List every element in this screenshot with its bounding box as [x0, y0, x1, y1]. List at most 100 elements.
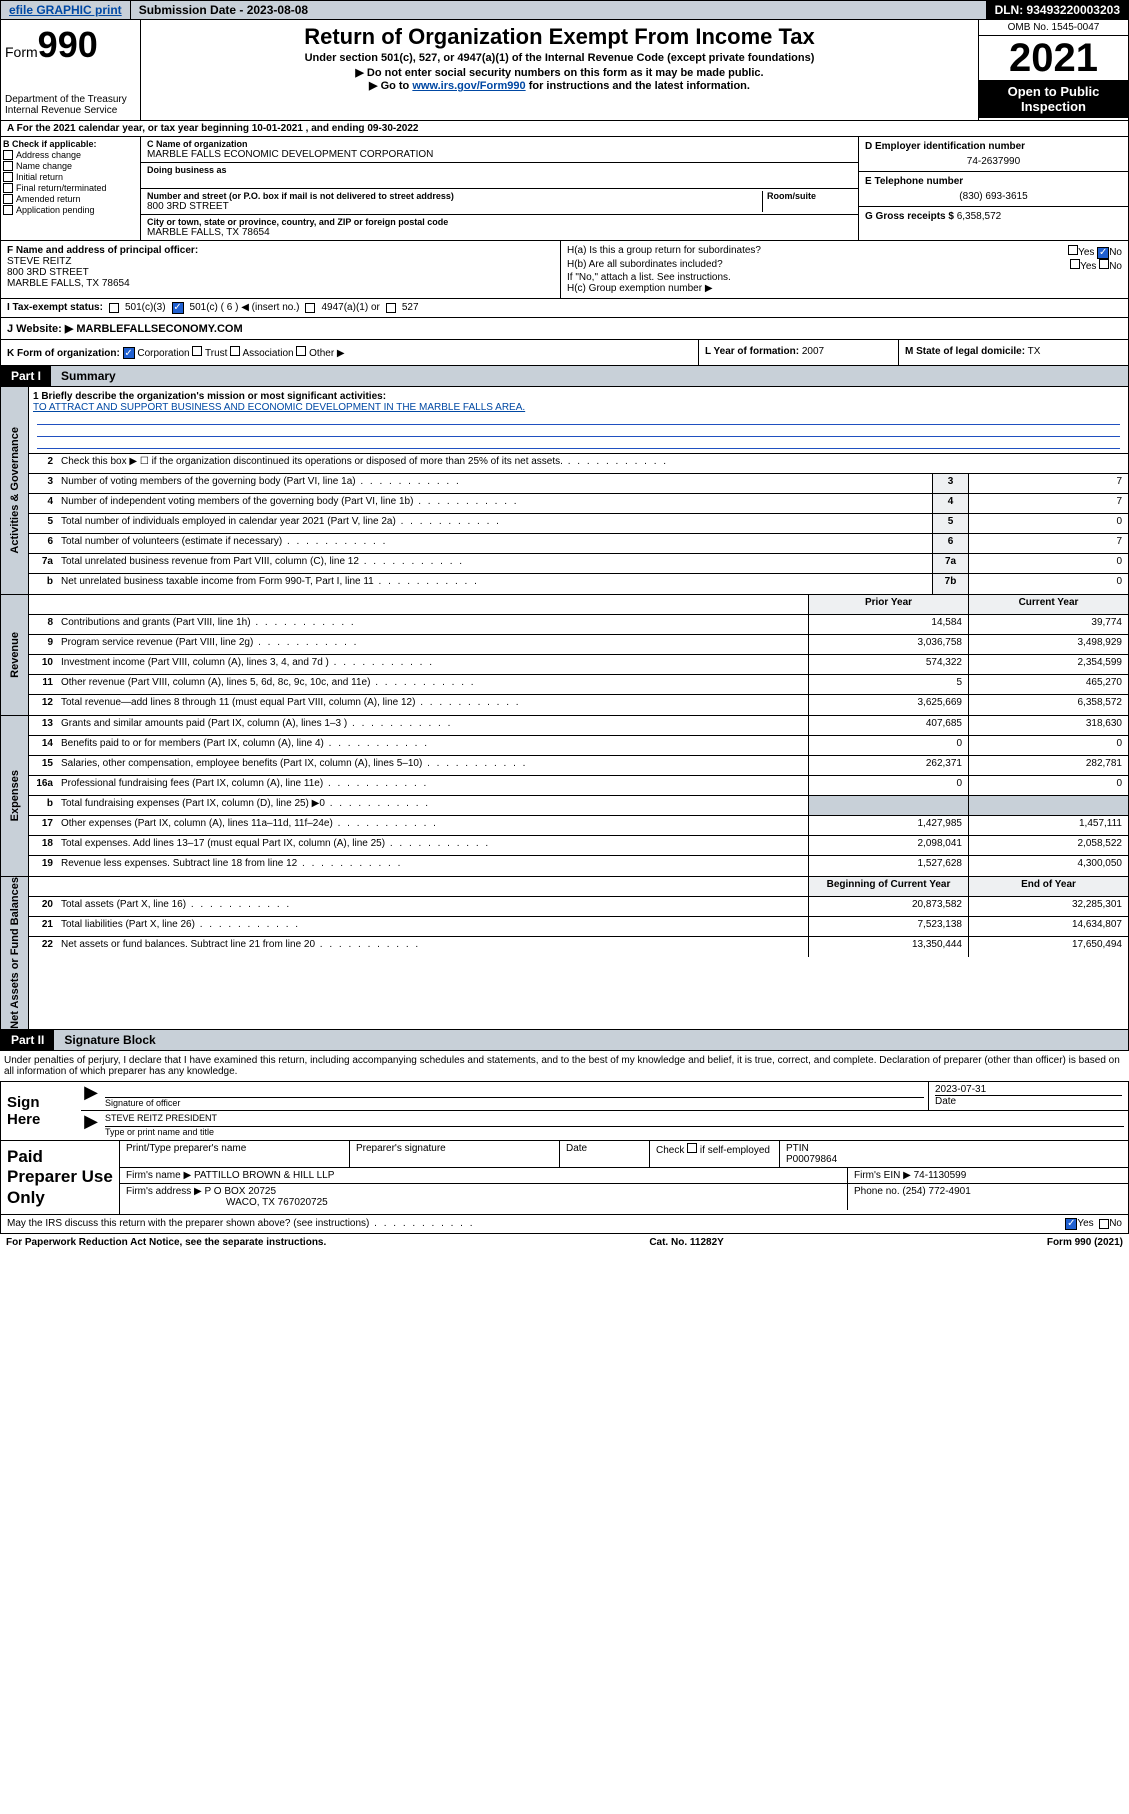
table-row: 21Total liabilities (Part X, line 26)7,5…	[29, 917, 1128, 937]
sign-here-label: Sign Here	[1, 1082, 81, 1140]
hb-note: If "No," attach a list. See instructions…	[567, 272, 1122, 283]
chk-trust[interactable]	[192, 346, 202, 356]
chk-501c[interactable]: ✓	[172, 302, 184, 314]
ssn-note: ▶ Do not enter social security numbers o…	[145, 66, 974, 79]
table-row: bNet unrelated business taxable income f…	[29, 574, 1128, 594]
tax-period: A For the 2021 calendar year, or tax yea…	[0, 121, 1129, 137]
mission-question: 1 Briefly describe the organization's mi…	[33, 391, 1124, 402]
footer-last: For Paperwork Reduction Act Notice, see …	[0, 1234, 1129, 1251]
chk-application-pending[interactable]: Application pending	[3, 205, 138, 215]
mission-answer: TO ATTRACT AND SUPPORT BUSINESS AND ECON…	[33, 402, 1124, 413]
sign-block: Sign Here ▶ Signature of officer 2023-07…	[0, 1082, 1129, 1141]
expenses-section: Expenses 13Grants and similar amounts pa…	[0, 716, 1129, 877]
chk-address-change[interactable]: Address change	[3, 150, 138, 160]
ptin-value: P00079864	[786, 1154, 1122, 1165]
form-subtitle: Under section 501(c), 527, or 4947(a)(1)…	[145, 52, 974, 64]
signer-name-label: Type or print name and title	[105, 1127, 1124, 1137]
instructions-link[interactable]: www.irs.gov/Form990	[412, 80, 525, 92]
officer-label: F Name and address of principal officer:	[7, 245, 554, 256]
netassets-tab: Net Assets or Fund Balances	[9, 877, 21, 1029]
chk-amended-return[interactable]: Amended return	[3, 194, 138, 204]
form-number: Form990	[5, 24, 136, 66]
instructions-note: ▶ Go to www.irs.gov/Form990 for instruct…	[145, 79, 974, 92]
prior-year-header: Prior Year	[808, 595, 968, 614]
firm-ein: 74-1130599	[914, 1170, 967, 1181]
expenses-tab: Expenses	[9, 770, 21, 821]
chk-501c3[interactable]	[109, 303, 119, 313]
officer-name: STEVE REITZ	[7, 256, 554, 267]
arrow-icon: ▶	[81, 1111, 101, 1139]
public-inspection-badge: Open to Public Inspection	[979, 80, 1128, 118]
table-row: 8Contributions and grants (Part VIII, li…	[29, 615, 1128, 635]
chk-4947[interactable]	[305, 303, 315, 313]
officer-addr2: MARBLE FALLS, TX 78654	[7, 278, 554, 289]
ptin-label: PTIN	[786, 1143, 1122, 1154]
table-row: 4Number of independent voting members of…	[29, 494, 1128, 514]
current-year-header: Current Year	[968, 595, 1128, 614]
officer-addr1: 800 3RD STREET	[7, 267, 554, 278]
form-title: Return of Organization Exempt From Incom…	[145, 24, 974, 50]
chk-name-change[interactable]: Name change	[3, 161, 138, 171]
date-label: Date	[935, 1095, 1122, 1107]
table-row: 12Total revenue—add lines 8 through 11 (…	[29, 695, 1128, 715]
table-row: 11Other revenue (Part VIII, column (A), …	[29, 675, 1128, 695]
arrow-icon: ▶	[81, 1082, 101, 1110]
firm-addr2: WACO, TX 767020725	[226, 1197, 328, 1208]
table-row: 20Total assets (Part X, line 16)20,873,5…	[29, 897, 1128, 917]
table-row: 7aTotal unrelated business revenue from …	[29, 554, 1128, 574]
gross-receipts-value: 6,358,572	[957, 211, 1002, 222]
table-row: 17Other expenses (Part IX, column (A), l…	[29, 816, 1128, 836]
preparer-block: Paid Preparer Use Only Print/Type prepar…	[0, 1141, 1129, 1215]
part1-header: Part I Summary	[0, 366, 1129, 387]
address-label: Number and street (or P.O. box if mail i…	[147, 191, 762, 201]
chk-527[interactable]	[386, 303, 396, 313]
form-footer: Form 990 (2021)	[1047, 1237, 1123, 1248]
ha-label: H(a) Is this a group return for subordin…	[567, 245, 761, 259]
hb-label: H(b) Are all subordinates included?	[567, 259, 723, 272]
chk-assoc[interactable]	[230, 346, 240, 356]
governance-section: Activities & Governance 1 Briefly descri…	[0, 387, 1129, 595]
netassets-section: Net Assets or Fund Balances Beginning of…	[0, 877, 1129, 1030]
firm-phone: (254) 772-4901	[902, 1186, 970, 1197]
chk-other[interactable]	[296, 346, 306, 356]
table-row: 10Investment income (Part VIII, column (…	[29, 655, 1128, 675]
org-city: MARBLE FALLS, TX 78654	[147, 227, 852, 238]
gross-receipts-label: G Gross receipts $	[865, 211, 954, 222]
state-domicile: TX	[1028, 346, 1041, 357]
hb-answer: Yes No	[1070, 259, 1122, 272]
phone-value: (830) 693-3615	[865, 191, 1122, 202]
hc-label: H(c) Group exemption number ▶	[567, 283, 1122, 294]
firm-name: PATTILLO BROWN & HILL LLP	[194, 1170, 334, 1181]
chk-discuss-yes[interactable]: ✓	[1065, 1218, 1077, 1230]
table-row: 16aProfessional fundraising fees (Part I…	[29, 776, 1128, 796]
submission-date: Submission Date - 2023-08-08	[131, 1, 987, 19]
chk-final-return[interactable]: Final return/terminated	[3, 183, 138, 193]
sign-date: 2023-07-31	[935, 1084, 1122, 1095]
chk-self-employed[interactable]	[687, 1143, 697, 1153]
org-address: 800 3RD STREET	[147, 201, 762, 212]
chk-corp[interactable]: ✓	[123, 347, 135, 359]
ein-label: D Employer identification number	[865, 141, 1122, 152]
table-row: 3Number of voting members of the governi…	[29, 474, 1128, 494]
table-row: 2Check this box ▶ ☐ if the organization …	[29, 454, 1128, 474]
ha-answer: Yes ✓No	[1068, 245, 1122, 259]
chk-discuss-no[interactable]	[1099, 1219, 1109, 1229]
end-year-header: End of Year	[968, 877, 1128, 896]
table-row: 19Revenue less expenses. Subtract line 1…	[29, 856, 1128, 876]
table-row: 15Salaries, other compensation, employee…	[29, 756, 1128, 776]
city-label: City or town, state or province, country…	[147, 217, 852, 227]
form-header: Form990 Department of the Treasury Inter…	[0, 20, 1129, 121]
table-row: 18Total expenses. Add lines 13–17 (must …	[29, 836, 1128, 856]
table-row: bTotal fundraising expenses (Part IX, co…	[29, 796, 1128, 816]
efile-link[interactable]: efile GRAPHIC print	[1, 1, 131, 19]
signature-intro: Under penalties of perjury, I declare th…	[0, 1051, 1129, 1082]
website-row: J Website: ▶ MARBLEFALLSECONOMY.COM	[0, 318, 1129, 340]
phone-label: E Telephone number	[865, 176, 1122, 187]
governance-tab: Activities & Governance	[9, 427, 21, 554]
prep-name-header: Print/Type preparer's name	[120, 1141, 350, 1167]
room-label: Room/suite	[767, 191, 852, 201]
dba-label: Doing business as	[147, 165, 852, 175]
signature-label: Signature of officer	[105, 1098, 924, 1108]
chk-initial-return[interactable]: Initial return	[3, 172, 138, 182]
revenue-section: Revenue Prior Year Current Year 8Contrib…	[0, 595, 1129, 716]
